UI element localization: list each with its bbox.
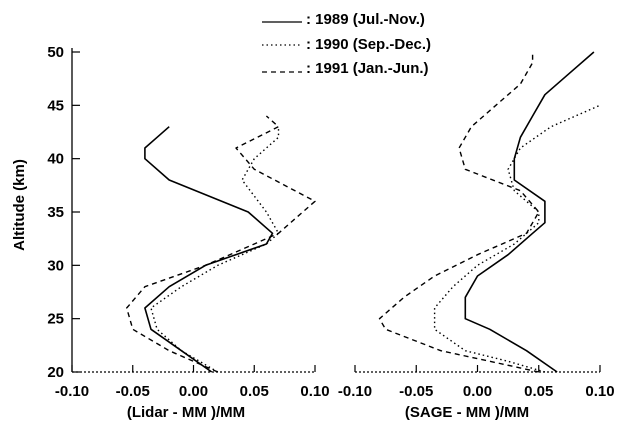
legend-label-1989: : 1989 (Jul.-Nov.) bbox=[306, 11, 425, 28]
x-tick-label: -0.10 bbox=[338, 383, 372, 400]
y-tick-label-25: 25 bbox=[47, 311, 64, 328]
y-axis-label: Altitude (km) bbox=[11, 159, 28, 251]
x-axis-label-sage: (SAGE - MM )/MM bbox=[405, 404, 529, 421]
y-tick-label-50: 50 bbox=[47, 44, 64, 61]
x-tick-label: -0.05 bbox=[399, 383, 433, 400]
series-line-dotted bbox=[150, 126, 280, 373]
x-tick-label: 0.00 bbox=[179, 383, 208, 400]
series-line-solid bbox=[144, 126, 274, 373]
series-line-dotted bbox=[433, 104, 601, 373]
series-line-dashed bbox=[125, 115, 316, 373]
x-axis-label-lidar: (Lidar - MM )/MM bbox=[127, 404, 245, 421]
x-tick-label: 0.05 bbox=[524, 383, 553, 400]
series-line-solid bbox=[464, 51, 595, 373]
legend-label-1991: : 1991 (Jan.-Jun.) bbox=[306, 60, 429, 77]
legend: : 1989 (Jul.-Nov.) : 1990 (Sep.-Dec.) : … bbox=[262, 11, 431, 77]
legend-label-1990: : 1990 (Sep.-Dec.) bbox=[306, 36, 431, 53]
x-tick-label: 0.00 bbox=[463, 383, 492, 400]
y-axis: 20 25 30 35 40 45 50 bbox=[47, 44, 80, 381]
x-tick-label: 0.05 bbox=[240, 383, 269, 400]
sage-panel: -0.10 -0.05 0.00 0.05 0.10 bbox=[338, 51, 615, 400]
x-tick-label: 0.10 bbox=[300, 383, 329, 400]
y-tick-label-35: 35 bbox=[47, 204, 64, 221]
y-tick-label-45: 45 bbox=[47, 97, 64, 114]
series-line-dashed bbox=[378, 52, 540, 373]
y-tick-label-40: 40 bbox=[47, 151, 64, 168]
y-tick-label-20: 20 bbox=[47, 364, 64, 381]
x-tick-label: 0.10 bbox=[585, 383, 614, 400]
lidar-panel: -0.10 -0.05 0.00 0.05 0.10 bbox=[55, 115, 330, 400]
y-tick-label-30: 30 bbox=[47, 257, 64, 274]
x-tick-label: -0.05 bbox=[116, 383, 150, 400]
x-tick-label: -0.10 bbox=[55, 383, 89, 400]
